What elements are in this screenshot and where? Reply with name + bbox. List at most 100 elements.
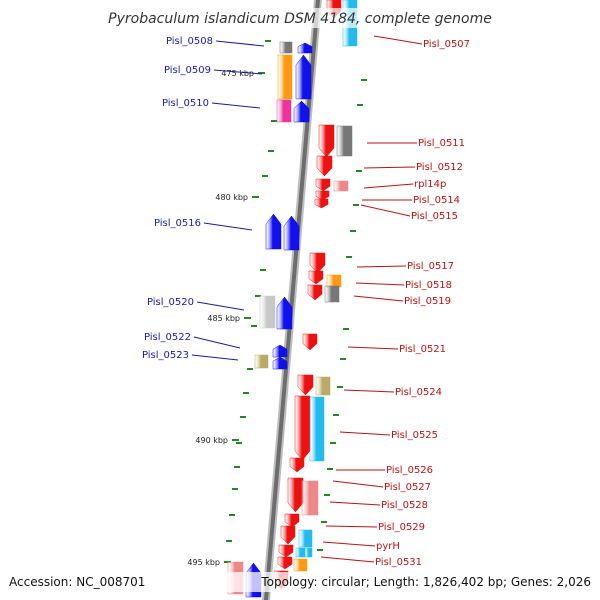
leader-line	[360, 204, 411, 217]
position-tick	[340, 358, 346, 360]
gene-pisl-0524-a[interactable]	[297, 374, 314, 396]
position-tick	[271, 120, 277, 122]
position-tick	[243, 392, 249, 394]
gene-pisl-0529-a[interactable]	[284, 513, 300, 528]
gene-pisl-0510-block[interactable]	[276, 99, 292, 123]
gene-pisl-0517[interactable]	[309, 252, 326, 274]
gene-label-pisl_0520: Pisl_0520	[147, 297, 194, 308]
gene-pisl-0529[interactable]	[298, 529, 313, 548]
gene-pisl-0510[interactable]	[293, 100, 310, 123]
gene-label-pisl_0526: Pisl_0526	[386, 465, 433, 476]
leader-line	[196, 301, 245, 311]
gene-pisl-0509-block[interactable]	[277, 54, 293, 100]
gene-pisl-0518-a[interactable]	[308, 270, 324, 285]
gene-pisl-0531[interactable]	[293, 558, 308, 572]
leader-line	[343, 389, 395, 393]
gene-pisl-0519[interactable]	[324, 285, 340, 303]
gene-pisl-0508-block[interactable]	[279, 41, 293, 54]
gene-pisl-0516[interactable]	[283, 215, 300, 251]
position-tick	[357, 104, 363, 106]
gene-label-pisl_0521: Pisl_0521	[399, 344, 446, 355]
position-tick	[265, 40, 271, 42]
position-tick	[361, 79, 367, 81]
position-tick	[356, 170, 362, 172]
gene-label-pisl_0524: Pisl_0524	[395, 387, 442, 398]
gene-pisl-0512[interactable]	[316, 155, 333, 177]
leader-line	[320, 556, 375, 563]
gene-label-rpl14p: rpl14p	[414, 179, 446, 190]
gene-pisl-0526[interactable]	[289, 457, 305, 473]
gene-pisl-0522[interactable]	[272, 344, 288, 358]
position-tick	[321, 521, 327, 523]
gene-pisl-0511-a[interactable]	[318, 124, 335, 158]
gene-label-pyrh: pyrH	[376, 541, 400, 552]
position-tick	[232, 488, 238, 490]
gene-pisl-0529-b[interactable]	[280, 525, 296, 545]
leader-line	[203, 222, 253, 231]
gene-pisl-0524[interactable]	[315, 376, 331, 396]
gene-pyrh-a[interactable]	[278, 544, 294, 558]
gene-label-pisl_0518: Pisl_0518	[405, 280, 452, 291]
leader-line	[213, 69, 263, 75]
leader-line	[363, 183, 414, 189]
position-tick	[350, 230, 356, 232]
map-title: Pyrobaculum islandicum DSM 4184, complet…	[108, 11, 492, 27]
gene-pisl-0519-a[interactable]	[307, 284, 323, 301]
leader-line	[215, 40, 265, 47]
gene-pisl-0521[interactable]	[302, 333, 318, 351]
position-tick	[255, 295, 261, 297]
gene-label-pisl_0531: Pisl_0531	[375, 557, 422, 568]
gene-pisl-0531-a[interactable]	[277, 556, 293, 570]
gene-pisl-0516-a[interactable]	[265, 213, 282, 250]
gene-label-pisl_0528: Pisl_0528	[381, 500, 428, 511]
position-tick	[251, 325, 257, 327]
gene-rpl14p-a[interactable]	[315, 178, 331, 192]
gene-label-pisl_0522: Pisl_0522	[144, 332, 191, 343]
leader-line	[373, 35, 423, 45]
gene-label-pisl_0511: Pisl_0511	[418, 138, 465, 149]
kbp-label: 490 kbp	[195, 436, 228, 445]
position-tick	[268, 150, 274, 152]
accession-label: Accession: NC_008701	[9, 575, 145, 589]
kbp-label: 480 kbp	[215, 193, 248, 202]
gene-label-pisl_0525: Pisl_0525	[391, 430, 438, 441]
gene-pisl-0508[interactable]	[297, 42, 313, 54]
gene-pisl-0525-a[interactable]	[294, 395, 311, 461]
gene-pisl-0509[interactable]	[295, 54, 312, 100]
gene-pyrh-b[interactable]	[304, 547, 313, 558]
gene-pisl-0528[interactable]	[301, 480, 319, 516]
gene-pisl-0511[interactable]	[336, 125, 353, 157]
gene-pisl-0523-block[interactable]	[254, 354, 269, 369]
gene-rpl14p[interactable]	[333, 180, 349, 192]
kbp-label: 475 kbp	[221, 69, 254, 78]
gene-pyrh[interactable]	[295, 547, 306, 558]
kbp-tick	[244, 317, 251, 319]
position-tick	[240, 416, 246, 418]
gene-label-pisl_0510: Pisl_0510	[162, 98, 209, 109]
gene-pisl-0527[interactable]	[287, 477, 304, 513]
gene-pisl-0523[interactable]	[272, 356, 288, 370]
position-tick	[324, 494, 330, 496]
gene-label-pisl_0517: Pisl_0517	[407, 261, 454, 272]
leader-line	[355, 282, 405, 286]
kbp-label: 485 kbp	[207, 314, 240, 323]
gene-label-pisl_0514: Pisl_0514	[413, 195, 460, 206]
gene-pisl-0520-block[interactable]	[259, 295, 276, 329]
position-tick	[226, 540, 232, 542]
kbp-tick	[258, 72, 265, 74]
gene-label-pisl_0519: Pisl_0519	[404, 296, 451, 307]
gene-pisl-0520[interactable]	[276, 296, 293, 330]
gene-pisl-0518[interactable]	[326, 274, 342, 288]
leader-line	[329, 501, 381, 506]
gene-pisl-0525[interactable]	[309, 396, 325, 462]
gene-pisl-0515[interactable]	[314, 198, 329, 209]
gene-pisl-0514[interactable]	[315, 190, 330, 201]
leader-line	[322, 541, 376, 547]
position-tick	[317, 549, 323, 551]
kbp-tick	[252, 196, 259, 198]
leader-line	[325, 525, 378, 528]
leader-line	[363, 166, 416, 169]
position-tick	[330, 442, 336, 444]
